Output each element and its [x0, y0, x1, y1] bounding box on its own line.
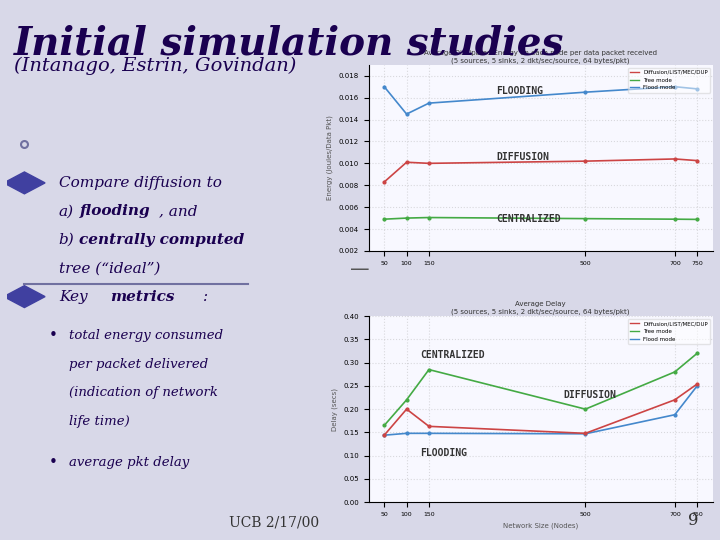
Y-axis label: Energy (Joules/Data Pkt): Energy (Joules/Data Pkt): [327, 116, 333, 200]
Text: UCB 2/17/00: UCB 2/17/00: [228, 515, 319, 529]
Text: total energy consumed: total energy consumed: [69, 329, 223, 342]
Legend: Diffusion/LIST/MEC/DUP, Tree mode, Flood mode: Diffusion/LIST/MEC/DUP, Tree mode, Flood…: [628, 68, 710, 92]
Text: (Intanago, Estrin, Govindan): (Intanago, Estrin, Govindan): [14, 57, 297, 75]
Text: a): a): [59, 204, 74, 218]
Text: average pkt delay: average pkt delay: [69, 456, 189, 469]
Title: Average Delay
(5 sources, 5 sinks, 2 dkt/sec/source, 64 bytes/pkt): Average Delay (5 sources, 5 sinks, 2 dkt…: [451, 301, 630, 315]
Text: •: •: [48, 328, 58, 343]
Y-axis label: Delay (secs): Delay (secs): [331, 388, 338, 430]
Text: flooding: flooding: [79, 204, 150, 218]
Text: per packet delivered: per packet delivered: [69, 358, 208, 371]
Polygon shape: [4, 172, 45, 194]
Text: life time): life time): [69, 415, 130, 428]
Text: (indication of network: (indication of network: [69, 386, 218, 400]
Polygon shape: [4, 286, 45, 308]
Text: centrally computed: centrally computed: [79, 233, 245, 247]
Text: Compare diffusion to: Compare diffusion to: [59, 176, 222, 190]
Legend: Diffusion/LIST/MEC/DUP, Tree mode, Flood mode: Diffusion/LIST/MEC/DUP, Tree mode, Flood…: [628, 319, 710, 344]
Text: FLOODING: FLOODING: [420, 448, 467, 458]
Text: DIFFUSION: DIFFUSION: [496, 152, 549, 162]
Text: metrics: metrics: [110, 289, 175, 303]
Text: CENTRALIZED: CENTRALIZED: [420, 350, 485, 360]
X-axis label: Network Size (Nodes): Network Size (Nodes): [503, 523, 578, 529]
Text: DIFFUSION: DIFFUSION: [563, 389, 616, 400]
Text: FLOODING: FLOODING: [496, 86, 543, 96]
Text: CENTRALIZED: CENTRALIZED: [496, 214, 561, 224]
Title: Average Dissipated Energy on each node per data packet received
(5 sources, 5 si: Average Dissipated Energy on each node p…: [424, 50, 657, 64]
Text: —: —: [350, 260, 370, 280]
Text: tree (“ideal”): tree (“ideal”): [59, 261, 161, 275]
Text: , and: , and: [158, 204, 197, 218]
Text: Key: Key: [59, 289, 92, 303]
Text: •: •: [48, 455, 58, 470]
Text: :: :: [203, 289, 209, 303]
Text: b): b): [59, 233, 75, 247]
Text: 9: 9: [688, 512, 698, 529]
Text: Initial simulation studies: Initial simulation studies: [14, 24, 564, 62]
